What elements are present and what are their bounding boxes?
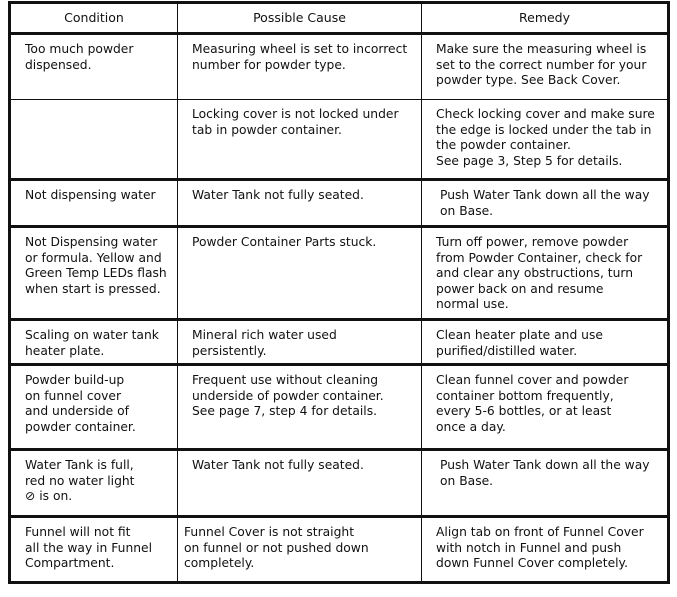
- remedy-text-line: Clean funnel cover and powder: [436, 373, 629, 387]
- cause-text-line: underside of powder container.: [192, 388, 384, 403]
- table-row: Water Tank is full, red no water light ⊘ i…: [9, 449, 669, 518]
- cause-cell: Powder Container Parts stuck.: [176, 226, 423, 321]
- remedy-text-line: on Base.: [440, 473, 494, 488]
- cause-cell: Locking cover is not locked under tab in …: [176, 99, 423, 181]
- cause-text-line: completely.: [184, 556, 255, 570]
- condition-cell: Not Dispensing water or formula. Yellow a…: [9, 226, 178, 321]
- table-row: Too much powder dispensed. Measuring wheel…: [9, 33, 669, 100]
- remedy-text-line: with notch in Funnel and push: [436, 540, 622, 555]
- table-row: Powder build-up on funnel cover and unders…: [9, 364, 669, 451]
- condition-text-line: ⊘ is on.: [25, 489, 73, 503]
- condition-cell: Scaling on water tank heater plate.: [9, 319, 178, 366]
- remedy-text-line: and clear any obstructions, turn: [436, 266, 634, 280]
- condition-text-line: Scaling on water tank: [25, 328, 159, 342]
- header-row: Condition Possible Cause Remedy: [9, 2, 669, 35]
- condition-text-line: red no water light: [25, 473, 135, 488]
- remedy-text-line: normal use.: [436, 297, 509, 311]
- remedy-text-line: set to the correct number for your: [436, 57, 647, 72]
- condition-text-line: Not Dispensing water: [25, 235, 158, 249]
- remedy-text-line: from Powder Container, check for: [436, 250, 643, 265]
- cause-cell: Frequent use without cleaning underside o…: [176, 364, 423, 451]
- table-row: Not dispensing water Water Tank not fully…: [9, 179, 669, 228]
- troubleshooting-table: Condition Possible Cause Remedy Too much…: [8, 1, 670, 584]
- condition-text-line: powder container.: [25, 419, 136, 434]
- remedy-text-line: Push Water Tank down all the way: [440, 458, 650, 472]
- condition-text-line: on funnel cover: [25, 388, 122, 403]
- header-condition: Condition: [9, 2, 178, 35]
- remedy-text-line: container bottom frequently,: [436, 388, 614, 403]
- cause-cell: Measuring wheel is set to incorrect numbe…: [176, 33, 423, 100]
- condition-cell: Too much powder dispensed.: [9, 33, 178, 100]
- remedy-cell: Clean heater plate and use purified/disti…: [421, 319, 669, 366]
- condition-cell: Water Tank is full, red no water light ⊘ i…: [9, 449, 178, 518]
- cause-text-line: number for powder type.: [192, 57, 346, 72]
- cause-cell: Water Tank not fully seated.: [176, 179, 423, 228]
- remedy-text-line: the powder container.: [436, 138, 571, 152]
- remedy-text-line: Check locking cover and make sure: [436, 107, 655, 121]
- condition-text-line: all the way in Funnel: [25, 540, 153, 555]
- condition-text-line: and underside of: [25, 404, 130, 418]
- condition-text-line: heater plate.: [25, 343, 105, 358]
- condition-cell: Powder build-up on funnel cover and unders…: [9, 364, 178, 451]
- cause-text-line: Powder Container Parts stuck.: [192, 235, 377, 249]
- condition-text-line: Compartment.: [25, 556, 115, 570]
- remedy-text-line: powder type. See Back Cover.: [436, 73, 621, 87]
- cause-text-line: Water Tank not fully seated.: [192, 458, 364, 472]
- cause-text-line: tab in powder container.: [192, 122, 342, 137]
- condition-text-line: Green Temp LEDs flash: [25, 266, 167, 280]
- cause-cell: Mineral rich water used persistently.: [176, 319, 423, 366]
- table-row: Not Dispensing water or formula. Yellow a…: [9, 226, 669, 321]
- cause-text-line: Measuring wheel is set to incorrect: [192, 42, 408, 56]
- cause-text-line: See page 7, step 4 for details.: [192, 404, 378, 418]
- cause-text-line: Frequent use without cleaning: [192, 373, 379, 387]
- table-row: Locking cover is not locked under tab in …: [9, 99, 669, 181]
- condition-text-line: Water Tank is full,: [25, 458, 134, 472]
- condition-cell: Funnel will not fit all the way in Funnel…: [9, 516, 178, 584]
- remedy-cell: Check locking cover and make sure the edg…: [421, 99, 669, 181]
- remedy-text-line: Make sure the measuring wheel is: [436, 42, 647, 56]
- remedy-cell: Push Water Tank down all the way on Base.: [421, 449, 669, 518]
- cause-text-line: Water Tank not fully seated.: [192, 188, 364, 202]
- cause-text-line: on funnel or not pushed down: [184, 540, 369, 555]
- cause-text-line: persistently.: [192, 343, 267, 358]
- table-row: Scaling on water tank heater plate. Minera…: [9, 319, 669, 366]
- header-remedy: Remedy: [421, 2, 669, 35]
- remedy-text-line: the edge is locked under the tab in: [436, 122, 652, 137]
- remedy-text-line: Align tab on front of Funnel Cover: [436, 525, 644, 539]
- remedy-cell: Turn off power, remove powder from Powder…: [421, 226, 669, 321]
- table-row: Funnel will not fit all the way in Funnel…: [9, 516, 669, 584]
- remedy-text-line: Push Water Tank down all the way: [440, 188, 650, 202]
- condition-text-line: when start is pressed.: [25, 281, 161, 296]
- condition-text-line: or formula. Yellow and: [25, 250, 162, 265]
- remedy-text-line: power back on and resume: [436, 281, 604, 296]
- condition-cell: [9, 99, 178, 181]
- cause-text-line: Funnel Cover is not straight: [184, 525, 355, 539]
- header-possible-cause: Possible Cause: [176, 2, 423, 35]
- remedy-text-line: once a day.: [436, 419, 506, 434]
- remedy-cell: Clean funnel cover and powder container b…: [421, 364, 669, 451]
- remedy-text-line: purified/distilled water.: [436, 343, 578, 358]
- remedy-text-line: on Base.: [440, 203, 494, 218]
- cause-text-line: Mineral rich water used: [192, 328, 337, 342]
- condition-text-line: Too much powder: [25, 42, 134, 56]
- cause-cell: Funnel Cover is not straight on funnel or…: [176, 516, 423, 584]
- remedy-cell: Align tab on front of Funnel Cover with n…: [421, 516, 669, 584]
- remedy-text-line: See page 3, Step 5 for details.: [436, 153, 623, 168]
- condition-text-line: Funnel will not fit: [25, 525, 131, 539]
- remedy-cell: Make sure the measuring wheel is set to t…: [421, 33, 669, 100]
- remedy-text-line: Clean heater plate and use: [436, 328, 603, 342]
- remedy-text-line: Turn off power, remove powder: [436, 235, 629, 249]
- remedy-text-line: down Funnel Cover completely.: [436, 556, 628, 570]
- condition-text-line: Not dispensing water: [25, 188, 156, 202]
- condition-cell: Not dispensing water: [9, 179, 178, 228]
- cause-text-line: Locking cover is not locked under: [192, 107, 399, 121]
- cause-cell: Water Tank not fully seated.: [176, 449, 423, 518]
- condition-text-line: dispensed.: [25, 57, 92, 72]
- condition-text-line: Powder build-up: [25, 373, 125, 387]
- remedy-cell: Push Water Tank down all the way on Base.: [421, 179, 669, 228]
- remedy-text-line: every 5-6 bottles, or at least: [436, 404, 612, 418]
